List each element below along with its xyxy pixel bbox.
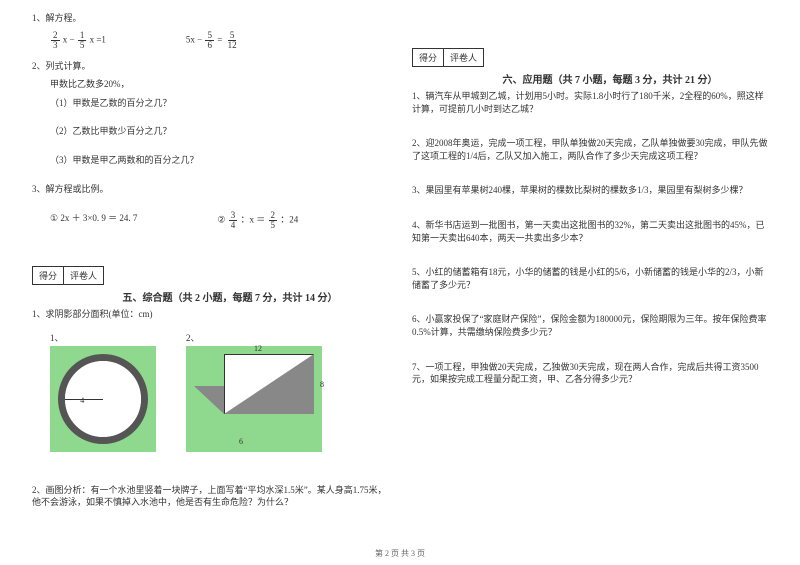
q2-b: （2）乙数比甲数少百分之几？ xyxy=(32,125,388,138)
right-column: 得分 评卷人 六、应用题（共 7 小题，每题 3 分，共计 21 分） 1、辆汽… xyxy=(400,12,780,545)
score-box: 得分 评卷人 xyxy=(32,266,104,285)
r-q1: 1、辆汽车从甲城到乙城，计划用5小时。实际1.8小时行了180千米，2全程的60… xyxy=(412,90,768,115)
figure-row: 1、 4 2、 12 8 xyxy=(32,331,388,452)
triangle-icon: 12 8 6 xyxy=(194,354,314,444)
q1-eq1: 23 x − 15 x =1 xyxy=(50,31,106,50)
exam-page: 1、解方程。 23 x − 15 x =1 5x − 56 = 512 2、列式… xyxy=(0,0,800,565)
figure-1: 1、 4 xyxy=(50,331,156,452)
q3-eq1: ① 2x ＋ 3×0. 9 ＝ 24. 7 xyxy=(50,211,137,230)
r-q6: 6、小赢家投保了“家庭财产保险”，保险金额为180000元，保险期限为三年。按年… xyxy=(412,313,768,338)
page-footer: 第 2 页 共 3 页 xyxy=(0,548,800,559)
q2b-text: 2、画图分析：有一个水池里竖着一块牌子，上面写着“平均水深1.5米”。某人身高1… xyxy=(32,484,388,509)
score-row-right: 得分 评卷人 xyxy=(412,44,768,69)
q3-eq2: ② 34 ：x ＝ 25 ：24 xyxy=(217,211,298,230)
score-label: 得分 xyxy=(413,49,444,66)
r-q7: 7、一项工程，甲独做20天完成，乙独做30天完成，现在两人合作，完成后共得工资3… xyxy=(412,361,768,386)
q2-premise: 甲数比乙数多20%， xyxy=(32,78,388,91)
q1-eq2: 5x − 56 = 512 xyxy=(186,31,240,50)
r-q3: 3、果园里有苹果树240棵，苹果树的棵数比梨树的棵数多1/3，果园里有梨树多少棵… xyxy=(412,184,768,197)
q1-title: 1、解方程。 xyxy=(32,12,388,25)
figure-1-box: 4 xyxy=(50,346,156,452)
section6-title: 六、应用题（共 7 小题，每题 3 分，共计 21 分） xyxy=(452,71,768,86)
r-q5: 5、小红的储蓄箱有18元，小华的储蓄的钱是小红的5/6，小新储蓄的钱是小华的2/… xyxy=(412,266,768,291)
score-box: 得分 评卷人 xyxy=(412,48,484,67)
figure-2: 2、 12 8 6 xyxy=(186,331,322,452)
q2-a: （1）甲数是乙数的百分之几？ xyxy=(32,97,388,110)
score-row-left: 得分 评卷人 xyxy=(32,262,388,287)
grader-label: 评卷人 xyxy=(444,49,483,66)
score-label: 得分 xyxy=(33,267,64,284)
section5-title: 五、综合题（共 2 小题，每题 7 分，共计 14 分） xyxy=(72,289,388,304)
r-q4: 4、新华书店运到一批图书，第一天卖出这批图书的32%，第二天卖出这批图书的45%… xyxy=(412,219,768,244)
circle-icon: 4 xyxy=(58,354,148,444)
r-q2: 2、迎2008年奥运，完成一项工程，甲队单独做20天完成，乙队单独做要30完成，… xyxy=(412,137,768,162)
figure-2-box: 12 8 6 xyxy=(186,346,322,452)
q2-c: （3）甲数是甲乙两数和的百分之几？ xyxy=(32,154,388,167)
q3-equations: ① 2x ＋ 3×0. 9 ＝ 24. 7 ② 34 ：x ＝ 25 ：24 xyxy=(32,211,388,230)
q3-title: 3、解方程或比例。 xyxy=(32,183,388,196)
left-column: 1、解方程。 23 x − 15 x =1 5x − 56 = 512 2、列式… xyxy=(20,12,400,545)
q2-title: 2、列式计算。 xyxy=(32,60,388,73)
fig-title: 1、求阴影部分面积(单位：cm) xyxy=(32,308,388,321)
grader-label: 评卷人 xyxy=(64,267,103,284)
q1-equations: 23 x − 15 x =1 5x − 56 = 512 xyxy=(32,31,388,50)
